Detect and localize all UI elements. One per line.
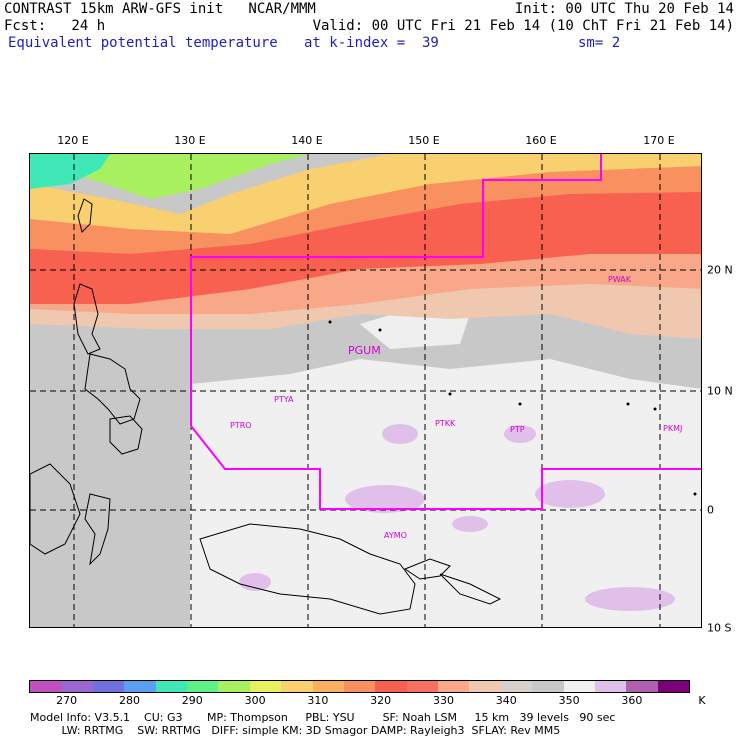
header-title: CONTRAST 15km ARW-GFS init NCAR/MMM	[4, 1, 316, 17]
station-label-ptpn: PTP	[510, 425, 525, 434]
coastline-mindanao	[109, 415, 143, 455]
colorbar-swatch	[657, 681, 690, 692]
colorbar-tick-label: 350	[558, 694, 580, 707]
lon-label-120e: 120 E	[57, 134, 89, 147]
island-markers	[328, 320, 697, 496]
colorbar-swatch	[281, 681, 313, 692]
colorbar-tick-label: 340	[495, 694, 517, 707]
station-label-ptro: PTRO	[230, 421, 252, 430]
station-label-pkmj: PKMJ	[663, 424, 682, 433]
lat-label-0: 0	[707, 503, 714, 517]
colorbar-swatch	[343, 681, 376, 692]
lon-label-130e: 130 E	[174, 134, 206, 147]
colorbar-swatch	[626, 681, 658, 692]
coastline-borneo	[30, 463, 81, 555]
colorbar-swatch	[500, 681, 533, 692]
colorbar-tick-label: 290	[181, 694, 203, 707]
lat-label-20n: 20 N	[707, 263, 733, 277]
field-region-red	[30, 184, 701, 304]
colorbar-swatch	[61, 681, 93, 692]
lon-label-140e: 140 E	[291, 134, 323, 147]
field-region-yellow	[30, 154, 701, 234]
coastline-luzon	[73, 283, 101, 355]
station-labels: PGUM PTYA PTRO PTKK PTP PKMJ PWAK AYMO	[230, 275, 682, 540]
colorbar-units: K	[698, 694, 706, 707]
colorbar-tick-label: 360	[621, 694, 643, 707]
field-region-purple-4	[535, 480, 605, 508]
coastlines	[30, 198, 502, 615]
station-label-ptkk: PTKK	[435, 419, 456, 428]
colorbar-swatch	[532, 681, 564, 692]
lon-label-170e: 170 E	[643, 134, 675, 147]
colorbar-swatch	[92, 681, 125, 692]
colorbar-swatch	[186, 681, 219, 692]
colorbar-swatch	[312, 681, 344, 692]
colorbar-swatch	[563, 681, 596, 692]
smoothing-label: sm= 2	[578, 35, 621, 51]
field-region-cyan	[30, 154, 110, 189]
coastline-sulawesi	[84, 493, 111, 566]
header-init-time: Init: 00 UTC Thu 20 Feb 14	[514, 1, 734, 17]
colorbar-tick-label: 320	[370, 694, 392, 707]
colorbar-swatch	[218, 681, 250, 692]
station-label-ptya: PTYA	[274, 395, 294, 404]
level-label: at k-index = 39	[304, 35, 439, 51]
field-region-purple-1	[382, 424, 418, 444]
colorbar-swatch	[406, 681, 439, 692]
colorbar-tick-label: 280	[118, 694, 140, 707]
model-info-line2: LW: RRTMG SW: RRTMG DIFF: simple KM: 3D …	[30, 724, 561, 737]
field-region-purple-2	[504, 425, 536, 443]
map-canvas: PGUM PTYA PTRO PTKK PTP PKMJ PWAK AYMO	[30, 154, 701, 627]
colorbar-tick-label: 270	[56, 694, 78, 707]
colorbar-swatch	[249, 681, 282, 692]
lat-lon-grid	[30, 154, 701, 627]
colorbar-swatch	[30, 681, 62, 692]
station-label-pwak: PWAK	[608, 275, 632, 284]
coastline-philippines-south	[84, 353, 141, 425]
colorbar-swatch	[375, 681, 407, 692]
coastline-new-guinea	[199, 523, 416, 615]
field-region-light	[190, 359, 701, 627]
station-label-aymo: AYMO	[384, 531, 407, 540]
field-region-purple-5	[585, 587, 675, 611]
colorbar-tick-label: 310	[307, 694, 329, 707]
colorbar	[29, 680, 691, 693]
model-info-line1: Model Info: V3.5.1 CU: G3 MP: Thompson P…	[30, 711, 616, 724]
lat-label-10s: 10 S	[707, 621, 732, 635]
colorbar-swatch	[438, 681, 470, 692]
field-name: Equivalent potential temperature	[8, 35, 278, 51]
field-region-purple-6	[239, 573, 271, 591]
coastline-taiwan	[77, 198, 93, 233]
lat-label-10n: 10 N	[707, 384, 733, 398]
coastline-new-britain	[403, 558, 451, 580]
colorbar-swatch	[595, 681, 627, 692]
field-region-purple-3	[345, 485, 425, 513]
coastline-solomon	[439, 573, 502, 605]
map-panel: PGUM PTYA PTRO PTKK PTP PKMJ PWAK AYMO	[29, 153, 702, 628]
colorbar-swatch	[469, 681, 501, 692]
header-valid-time: Valid: 00 UTC Fri 21 Feb 14 (10 ChT Fri …	[312, 18, 734, 34]
colorbar-tick-label: 330	[432, 694, 454, 707]
field-region-purple-7	[452, 516, 488, 532]
lon-label-150e: 150 E	[408, 134, 440, 147]
colorbar-swatch	[124, 681, 156, 692]
colorbar-tick-label: 300	[244, 694, 266, 707]
header-forecast-hour: Fcst: 24 h	[4, 18, 106, 34]
nested-domain-boundary	[190, 154, 701, 510]
field-region-light-north	[360, 309, 470, 349]
colorbar-swatch	[155, 681, 187, 692]
station-label-pgum: PGUM	[348, 344, 381, 357]
lon-label-160e: 160 E	[525, 134, 557, 147]
